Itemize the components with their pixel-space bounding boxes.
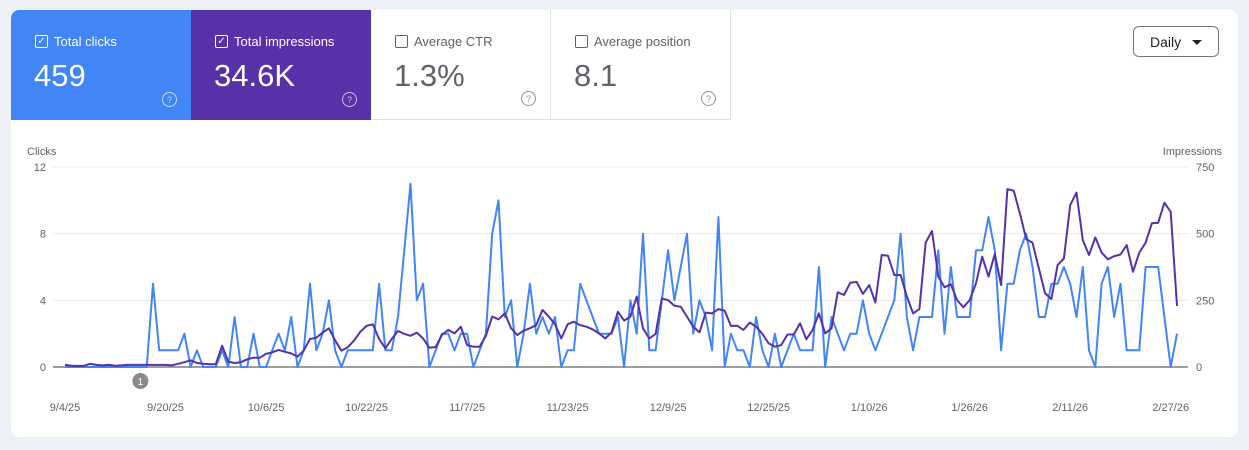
help-icon[interactable]: ? — [162, 92, 177, 107]
y-left-tick-label: 12 — [34, 162, 46, 174]
metric-tile-total-impressions[interactable]: ✓ Total impressions 34.6K ? — [191, 10, 371, 120]
x-tick-label: 10/22/25 — [345, 402, 388, 414]
y-right-tick-label: 0 — [1196, 362, 1202, 374]
y-left-tick-label: 0 — [40, 362, 46, 374]
x-tick-label: 1/26/26 — [951, 402, 988, 414]
y-left-axis-title: Clicks — [27, 146, 57, 158]
checkbox-checked-icon[interactable]: ✓ — [215, 35, 228, 48]
x-tick-label: 10/6/25 — [248, 402, 285, 414]
checkbox-unchecked-icon[interactable] — [395, 35, 408, 48]
x-tick-label: 11/7/25 — [449, 402, 485, 414]
y-right-tick-label: 250 — [1196, 295, 1214, 307]
metric-label: ✓ Total impressions — [215, 34, 334, 49]
help-icon[interactable]: ? — [701, 91, 716, 106]
y-left-tick-label: 4 — [40, 295, 46, 307]
x-tick-label: 2/27/26 — [1152, 402, 1189, 414]
x-tick-label: 11/23/25 — [547, 402, 589, 414]
metric-name: Average CTR — [414, 34, 493, 49]
annotation-marker[interactable] — [132, 373, 149, 389]
x-tick-label: 2/11/26 — [1052, 402, 1088, 414]
metric-value: 8.1 — [574, 58, 618, 93]
metric-value: 459 — [34, 58, 86, 93]
y-right-axis-title: Impressions — [1163, 146, 1223, 158]
series-line-impressions[interactable] — [64, 188, 1178, 367]
metric-value: 34.6K — [214, 58, 296, 93]
metric-label: ✓ Total clicks — [35, 34, 117, 49]
checkbox-checked-icon[interactable]: ✓ — [35, 35, 48, 48]
x-tick-label: 1/10/26 — [851, 402, 888, 414]
x-tick-label: 9/20/25 — [147, 402, 184, 414]
y-right-tick-label: 750 — [1196, 162, 1214, 174]
x-tick-label: 9/4/25 — [50, 402, 81, 414]
caret-down-icon — [1192, 40, 1202, 45]
metric-name: Total impressions — [234, 34, 335, 49]
x-tick-label: 12/9/25 — [650, 402, 687, 414]
help-icon[interactable]: ? — [521, 91, 536, 106]
granularity-dropdown[interactable]: Daily — [1133, 26, 1219, 57]
y-left-tick-label: 8 — [40, 229, 46, 241]
y-right-tick-label: 500 — [1196, 229, 1214, 241]
x-tick-label: 12/25/25 — [747, 402, 790, 414]
metric-value: 1.3% — [394, 58, 465, 93]
granularity-value: Daily — [1150, 33, 1182, 50]
metric-tile-average-position[interactable]: Average position 8.1 ? — [551, 10, 731, 120]
metric-name: Average position — [594, 34, 691, 49]
metric-label: Average CTR — [395, 34, 493, 49]
help-icon[interactable]: ? — [342, 92, 357, 107]
annotation-label: 1 — [138, 377, 144, 388]
metric-tile-average-ctr[interactable]: Average CTR 1.3% ? — [371, 10, 551, 120]
checkbox-unchecked-icon[interactable] — [575, 35, 588, 48]
series-line-clicks[interactable] — [65, 182, 1178, 368]
metric-name: Total clicks — [54, 34, 117, 49]
metric-tile-total-clicks[interactable]: ✓ Total clicks 459 ? — [11, 10, 191, 120]
metric-label: Average position — [575, 34, 691, 49]
